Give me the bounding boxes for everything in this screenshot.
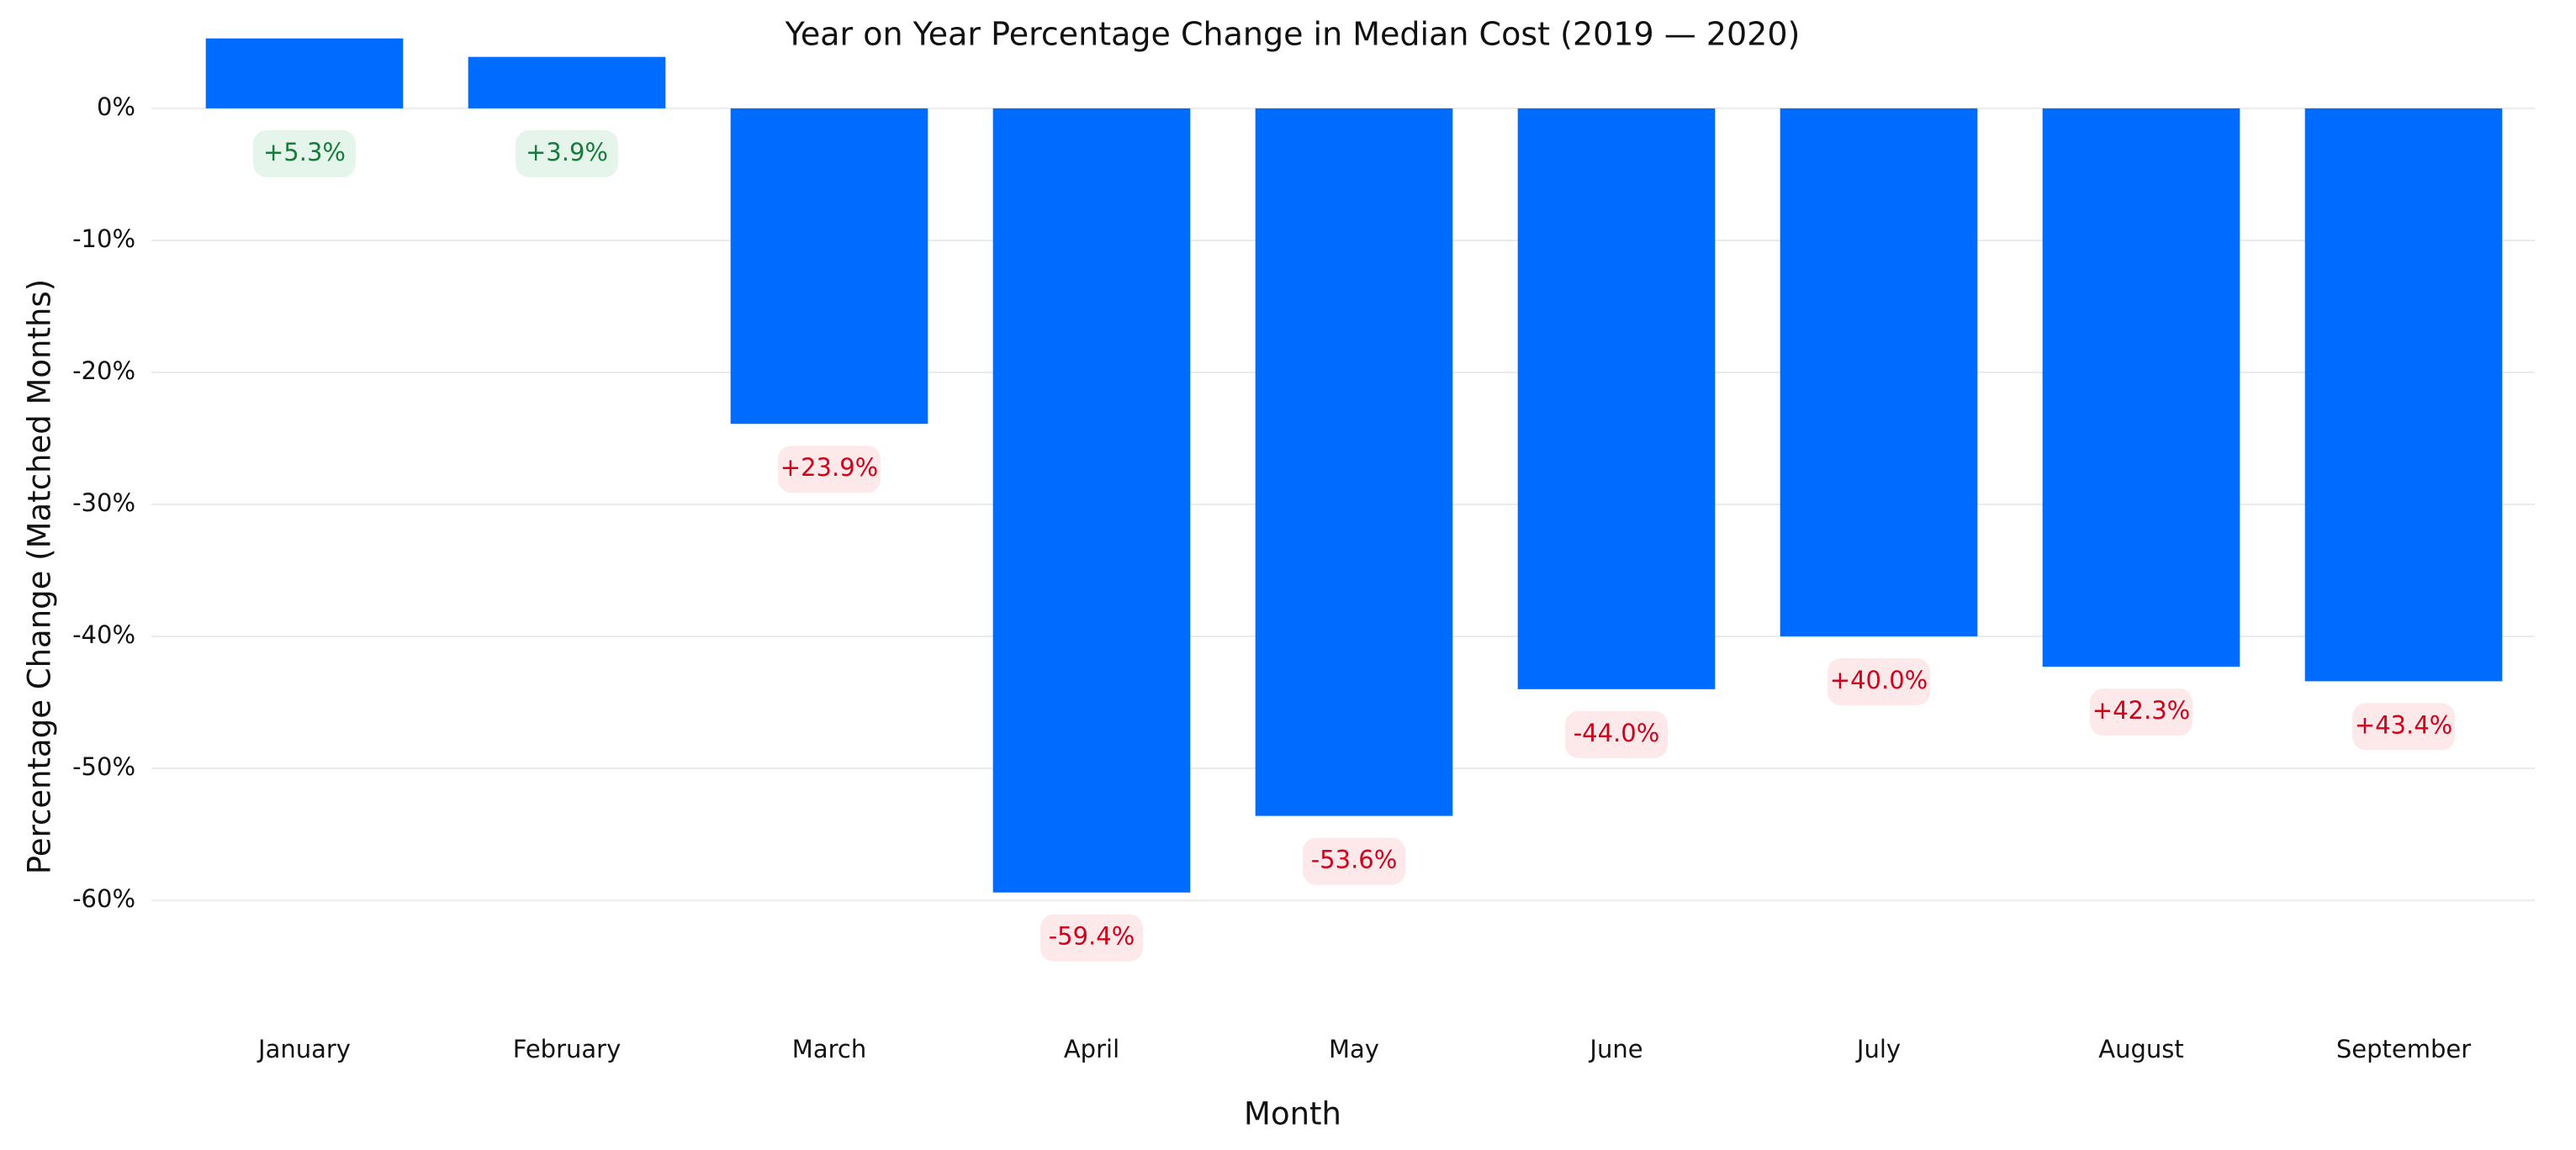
value-label-bg xyxy=(1040,914,1143,962)
value-label-bg xyxy=(2090,688,2193,736)
bar xyxy=(730,108,928,425)
value-label: -59.4% xyxy=(1049,922,1135,951)
chart-title: Year on Year Percentage Change in Median… xyxy=(785,16,1801,53)
x-tick-label: May xyxy=(1329,1035,1379,1063)
value-label: -44.0% xyxy=(1574,719,1660,747)
value-label: +3.9% xyxy=(526,138,608,166)
x-tick-label: June xyxy=(1588,1035,1642,1063)
y-tick-label: -30% xyxy=(72,488,135,517)
bar xyxy=(1780,108,1978,637)
value-label: +42.3% xyxy=(2092,696,2190,725)
y-axis-label: Percentage Change (Matched Months) xyxy=(22,279,58,874)
value-label: +43.4% xyxy=(2355,710,2452,739)
bar xyxy=(992,108,1191,893)
y-tick-label: -10% xyxy=(72,224,135,253)
y-tick-label: -20% xyxy=(72,356,135,385)
bar xyxy=(2042,108,2240,667)
bar xyxy=(468,56,666,108)
x-tick-label: September xyxy=(2336,1035,2471,1063)
y-tick-label: -50% xyxy=(72,752,135,781)
value-label-bg xyxy=(1828,658,1930,706)
value-label-bg xyxy=(2352,703,2455,751)
x-tick-label: August xyxy=(2098,1035,2184,1063)
x-axis-label: Month xyxy=(1244,1096,1341,1132)
value-label-bg xyxy=(253,129,356,177)
value-label: +40.0% xyxy=(1830,666,1928,694)
value-label: +5.3% xyxy=(263,138,346,166)
bar xyxy=(1255,108,1453,816)
value-label: -53.6% xyxy=(1311,846,1398,874)
y-tick-label: -60% xyxy=(72,884,135,913)
value-label-bg xyxy=(1565,710,1668,758)
value-label-bg xyxy=(1303,837,1405,885)
value-label-bg xyxy=(778,446,881,493)
x-tick-label: March xyxy=(792,1035,866,1063)
y-tick-label: 0% xyxy=(97,92,135,121)
x-tick-label: February xyxy=(513,1035,622,1063)
x-tick-label: April xyxy=(1064,1035,1119,1063)
bar xyxy=(205,38,404,108)
x-tick-label: January xyxy=(257,1035,351,1063)
y-tick-label: -40% xyxy=(72,620,135,649)
bar xyxy=(1517,108,1716,689)
value-label-bg xyxy=(516,129,618,177)
x-tick-label: July xyxy=(1855,1035,1901,1063)
value-label: +23.9% xyxy=(780,453,878,482)
bar xyxy=(2304,108,2503,682)
